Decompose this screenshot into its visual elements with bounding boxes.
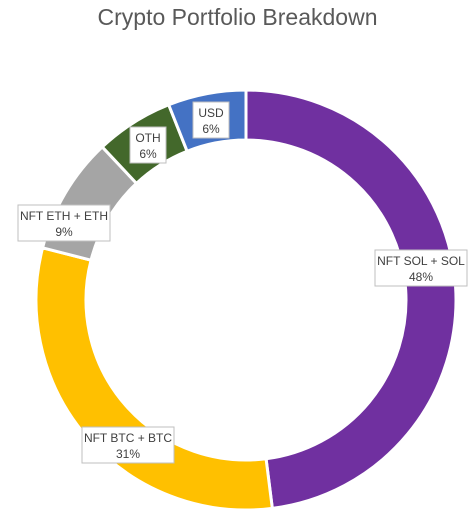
data-label-nft-eth-eth: NFT ETH + ETH 9% <box>17 204 111 242</box>
data-label-nft-btc-btc: NFT BTC + BTC 31% <box>81 426 175 464</box>
data-label-category: OTH <box>135 131 160 145</box>
data-label-box <box>81 426 175 464</box>
data-label-box <box>17 204 111 242</box>
data-label-category: NFT BTC + BTC <box>84 431 172 445</box>
data-label-usd: USD 6% <box>192 101 230 139</box>
data-label-box <box>129 126 167 164</box>
data-label-nft-sol-sol: NFT SOL + SOL 48% <box>374 249 468 287</box>
data-label-category: NFT ETH + ETH <box>20 209 108 223</box>
slice-nft-sol-sol <box>244 88 458 511</box>
data-label-oth: OTH 6% <box>129 126 167 164</box>
data-label-box <box>192 101 230 139</box>
data-label-category: USD <box>198 106 224 120</box>
data-label-value: 31% <box>116 447 140 461</box>
data-label-box <box>374 249 468 287</box>
data-label-value: 6% <box>202 122 220 136</box>
data-label-category: NFT SOL + SOL <box>377 254 465 268</box>
slice-nft-btc-btc <box>34 245 274 512</box>
label-group: NFT SOL + SOL 48% NFT BTC + BTC 31% NFT ETH … <box>17 101 468 464</box>
data-label-value: 6% <box>139 147 157 161</box>
chart-title: Crypto Portfolio Breakdown <box>97 4 378 30</box>
data-label-value: 9% <box>55 225 73 239</box>
data-label-value: 48% <box>409 270 433 284</box>
